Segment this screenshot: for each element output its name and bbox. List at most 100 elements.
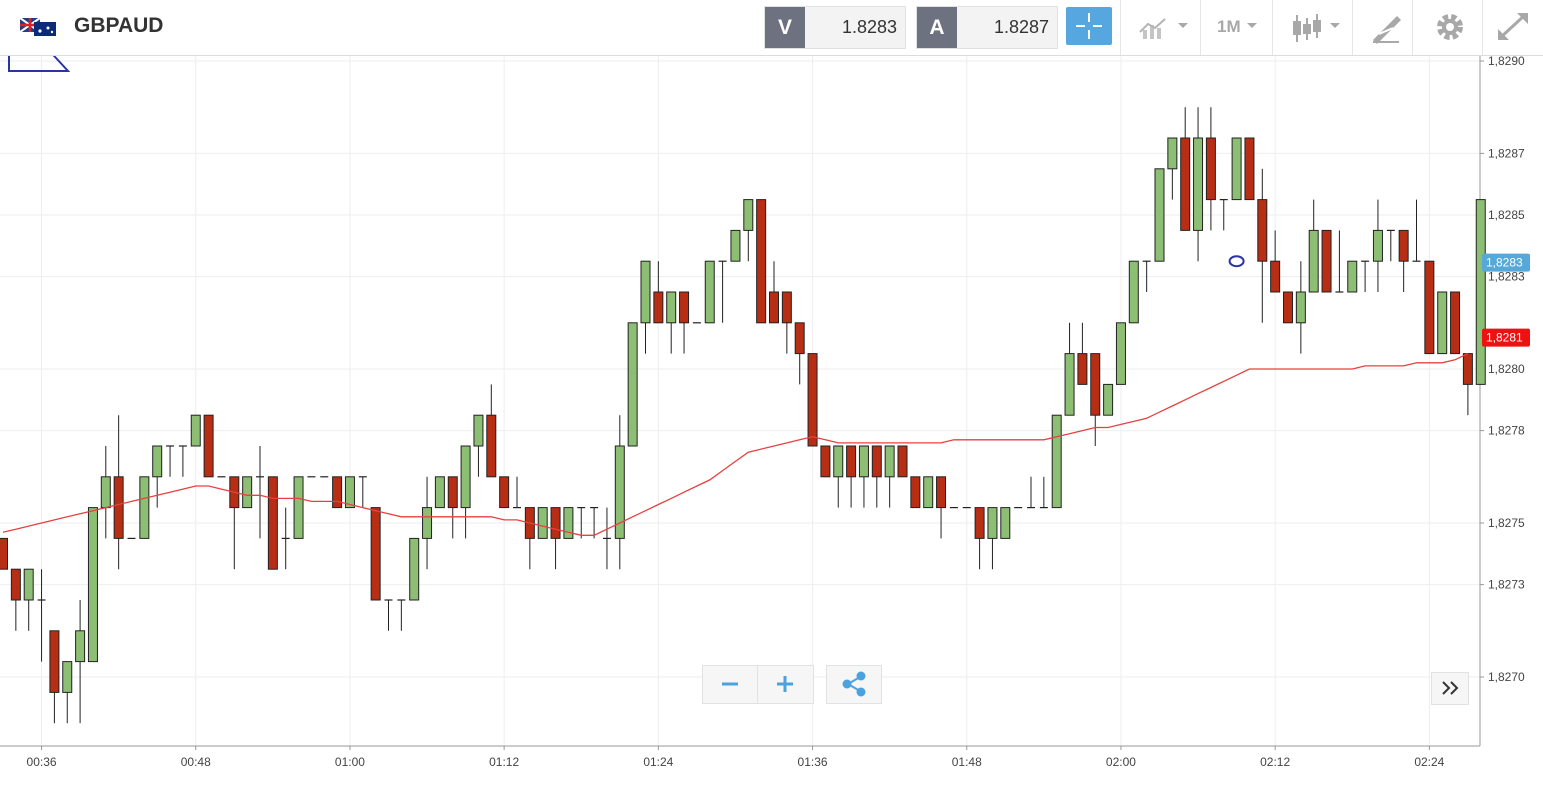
candle-body-up <box>422 507 433 539</box>
candle-body-up <box>1475 199 1486 385</box>
candle-body-down <box>10 568 21 601</box>
zoom-in-button[interactable] <box>758 666 813 703</box>
moving-average-tag <box>1482 328 1530 347</box>
candle-body-down <box>332 476 343 509</box>
x-tick-label: 01:48 <box>952 755 982 769</box>
candle-body-up <box>563 507 574 539</box>
moving-average-line <box>2 353 1469 536</box>
candle-body-down <box>1424 260 1435 355</box>
x-tick-label: 00:48 <box>181 755 211 769</box>
candle-body-down <box>1321 229 1332 293</box>
candle-body-up <box>1064 353 1075 416</box>
candle-body-up <box>23 568 34 601</box>
zoom-controls <box>702 665 814 704</box>
candle-body-up <box>1051 414 1062 509</box>
candle-body-up <box>666 291 677 324</box>
candle-body-up <box>1154 168 1165 262</box>
candle-body-up <box>1295 291 1306 324</box>
candle-body-up <box>1000 507 1011 539</box>
candle-body-down <box>1398 229 1409 262</box>
candle-style-dropdown[interactable] <box>1272 0 1353 55</box>
candle-body-down <box>820 445 831 478</box>
candle-body-down <box>49 630 60 693</box>
candle-body-up <box>1231 137 1242 201</box>
candle-body-down <box>846 445 857 478</box>
candle-body-up <box>743 199 754 231</box>
candle-body-down <box>550 507 561 539</box>
candle-body-up <box>1167 137 1178 170</box>
timeframe-dropdown[interactable]: 1M <box>1200 0 1273 55</box>
candle-body-up <box>537 507 548 539</box>
candle-body-up <box>62 661 73 693</box>
candle-body-up <box>473 414 484 447</box>
candlestick-icon <box>1293 14 1340 42</box>
settings-button[interactable] <box>1412 0 1483 55</box>
sell-quote-button[interactable]: V 1.8283 <box>764 6 906 49</box>
y-tick-label: 1,8287 <box>1488 146 1525 160</box>
candle-body-up <box>1372 229 1383 262</box>
scroll-to-latest-button[interactable] <box>1431 672 1469 705</box>
y-tick-label: 1,8290 <box>1488 54 1525 68</box>
drawing-tools-icon <box>1373 16 1401 44</box>
candle-body-down <box>486 414 497 478</box>
candle-body-up <box>152 445 163 478</box>
x-tick-label: 02:00 <box>1106 755 1136 769</box>
minus-icon <box>722 682 738 686</box>
candle-body-down <box>781 291 792 324</box>
expand-icon <box>1498 12 1528 40</box>
zoom-out-button[interactable] <box>703 666 758 703</box>
fullscreen-button[interactable] <box>1482 0 1543 55</box>
candle-body-up <box>293 476 304 539</box>
share-button[interactable] <box>826 665 882 704</box>
crosshair-button[interactable] <box>1066 7 1112 45</box>
x-tick-label: 00:36 <box>27 755 57 769</box>
candle-body-down <box>1270 260 1281 293</box>
candle-body-up <box>1115 322 1126 385</box>
x-tick-label: 01:24 <box>643 755 673 769</box>
y-tick-label: 1,8283 <box>1488 270 1525 284</box>
candle-body-up <box>87 507 98 663</box>
candle-body-up <box>627 322 638 447</box>
candle-body-down <box>1077 353 1088 385</box>
candle-body-up <box>704 260 715 324</box>
chart-type-icon <box>1139 18 1188 39</box>
candle-body-up <box>344 476 355 509</box>
candle-body-down <box>1090 353 1101 416</box>
candle-body-down <box>1462 353 1473 385</box>
buy-quote-button[interactable]: A 1.8287 <box>916 6 1058 49</box>
candle-body-up <box>460 445 471 509</box>
x-tick-label: 01:12 <box>489 755 519 769</box>
gear-icon <box>1437 14 1463 40</box>
buy-label: A <box>917 7 957 48</box>
candle-body-up <box>242 476 253 509</box>
candle-body-up <box>884 445 895 478</box>
candle-body-down <box>653 291 664 324</box>
candle-body-down <box>679 291 690 324</box>
chevron-down-icon <box>1247 23 1257 28</box>
candle-body-down <box>756 199 767 324</box>
candle-body-down <box>0 537 8 570</box>
drawing-tools-button[interactable] <box>1352 0 1413 55</box>
candle-body-up <box>833 445 844 478</box>
candle-body-up <box>190 414 201 447</box>
candle-body-up <box>923 476 934 509</box>
candle-body-down <box>794 322 805 355</box>
candle-body-up <box>858 445 869 478</box>
candle-body-down <box>203 414 214 478</box>
y-tick-label: 1,8285 <box>1488 208 1525 222</box>
symbol-title: GBPAUD <box>74 14 164 37</box>
double-chevron-right-icon <box>1442 681 1459 695</box>
candle-body-down <box>499 476 510 509</box>
y-tick-label: 1,8273 <box>1488 578 1525 592</box>
chart-type-dropdown[interactable] <box>1120 0 1201 55</box>
chart-toolbar: GBPAUD V 1.8283 A 1.8287 1M <box>0 0 1543 56</box>
candle-body-up <box>730 229 741 262</box>
candle-body-up <box>75 630 86 663</box>
candle-body-up <box>139 476 150 539</box>
share-icon <box>842 671 866 697</box>
candle-body-down <box>447 476 458 509</box>
candle-body-down <box>1244 137 1255 201</box>
candle-body-up <box>1103 383 1114 416</box>
